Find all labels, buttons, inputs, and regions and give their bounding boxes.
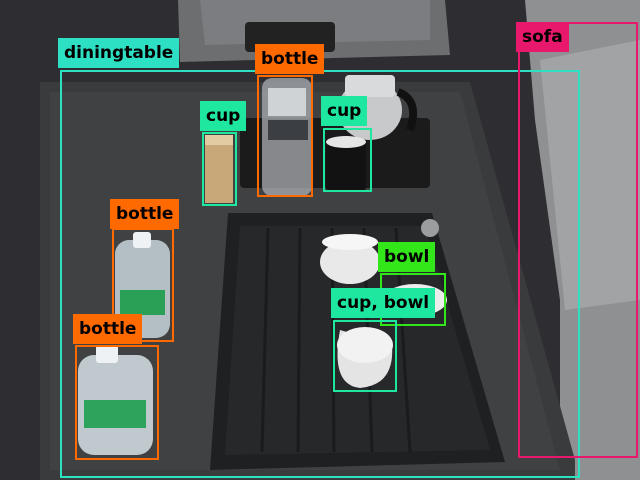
- gaiwan: [320, 240, 380, 284]
- cup-bounding-box: [323, 128, 372, 192]
- cup-bounding-box: [333, 320, 397, 392]
- sofa-bounding-box: [518, 22, 638, 458]
- bottle-bounding-box: [112, 228, 174, 342]
- bottle-label: bottle: [110, 199, 180, 229]
- paper-cups: [205, 135, 233, 203]
- bottle-bounding-box: [257, 75, 313, 197]
- bottle-label: bottle: [255, 44, 325, 74]
- black-mug: [326, 140, 366, 192]
- bottle-bounding-box: [75, 345, 159, 460]
- cup-label: cup: [200, 101, 247, 131]
- diningtable-label: diningtable: [58, 38, 180, 68]
- cup-label: cup: [321, 96, 368, 126]
- bottle-label: bottle: [73, 314, 143, 344]
- bowl-label: bowl: [378, 242, 436, 272]
- cup-label: cup, bowl: [331, 288, 436, 318]
- cup-bounding-box: [202, 132, 237, 206]
- sofa-label: sofa: [516, 22, 569, 52]
